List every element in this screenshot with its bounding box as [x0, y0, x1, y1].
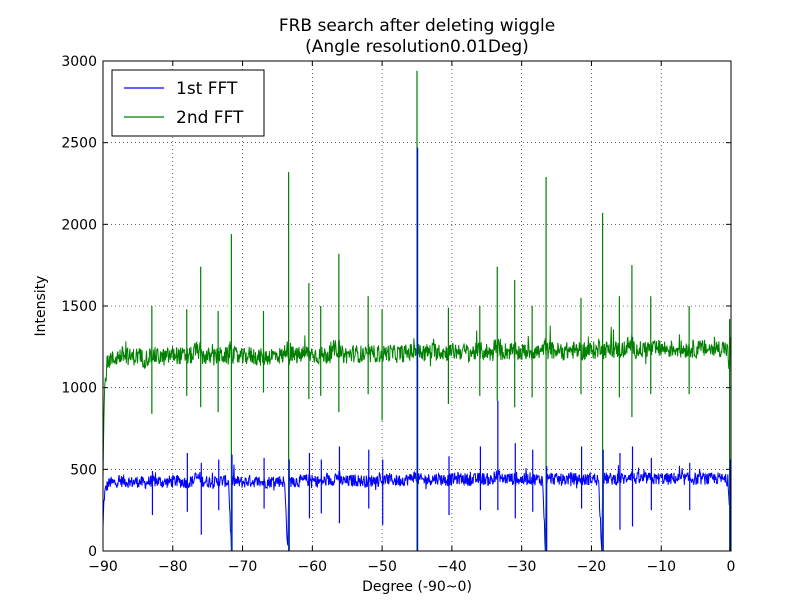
x-tick-label: −90: [88, 559, 118, 575]
x-tick-label: −10: [646, 559, 676, 575]
legend-box: [111, 69, 265, 137]
axis-ticks: −90 −80 −70 −60 −50 −40 −30 −20 −10 0 0 500 1000 1500…: [61, 54, 735, 575]
chart-subtitle: (Angle resolution0.01Deg): [305, 37, 529, 57]
y-tick-label: 500: [70, 462, 97, 478]
x-tick-label: 0: [727, 559, 736, 575]
x-tick-label: −70: [228, 559, 258, 575]
legend-label-1st-fft: 1st FFT: [176, 79, 238, 99]
plot-lines: [102, 70, 732, 552]
chart-title: FRB search after deleting wiggle: [279, 16, 555, 36]
y-tick-label: 1500: [61, 299, 97, 315]
y-tick-label: 2000: [61, 217, 97, 233]
y-tick-label: 1000: [61, 381, 97, 397]
y-tick-label: 3000: [61, 54, 97, 70]
x-tick-label: −80: [158, 559, 188, 575]
y-axis-label: Intensity: [33, 276, 49, 337]
legend: 1st FFT 2nd FFT: [111, 69, 265, 137]
y-tick-label: 0: [88, 544, 97, 560]
x-tick-label: −60: [298, 559, 328, 575]
y-tick-label: 2500: [61, 136, 97, 152]
legend-label-2nd-fft: 2nd FFT: [176, 108, 244, 128]
x-tick-label: −50: [367, 559, 397, 575]
x-axis-label: Degree (-90~0): [362, 579, 472, 595]
x-tick-label: −30: [507, 559, 537, 575]
x-tick-label: −20: [577, 559, 607, 575]
x-tick-label: −40: [437, 559, 467, 575]
